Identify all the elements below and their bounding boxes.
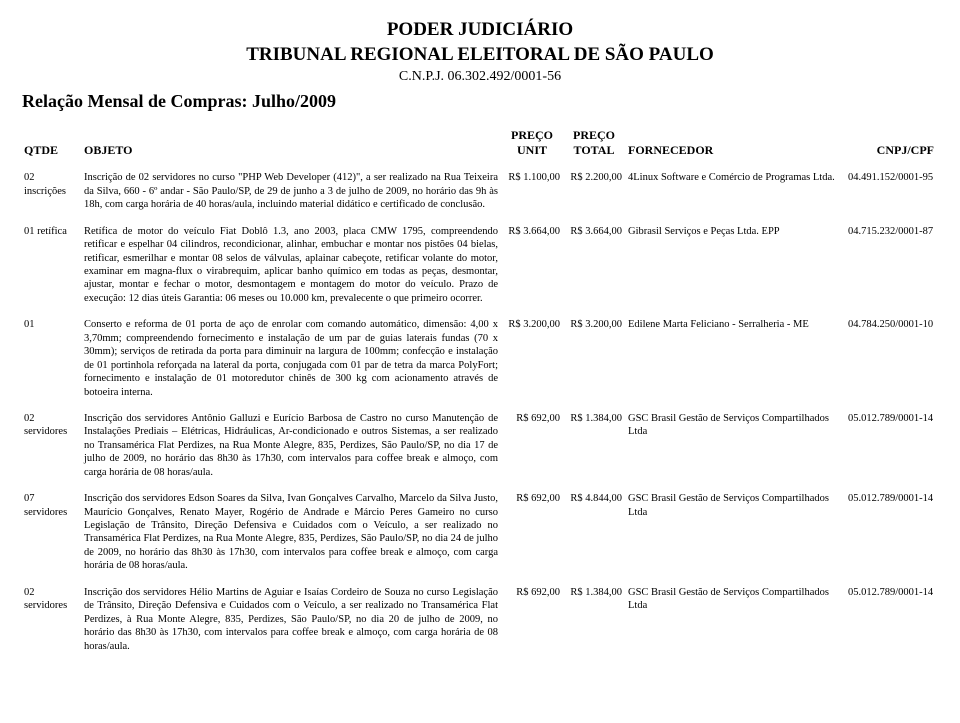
cell-total: R$ 3.200,00 (564, 315, 626, 409)
cell-unit: R$ 1.100,00 (502, 168, 564, 221)
cell-total: R$ 3.664,00 (564, 222, 626, 316)
cell-objeto: Inscrição dos servidores Antônio Galluzi… (82, 409, 502, 489)
cell-cnpj: 04.715.232/0001-87 (846, 222, 938, 316)
report-title: Relação Mensal de Compras: Julho/2009 (22, 91, 938, 112)
cell-cnpj: 05.012.789/0001-14 (846, 489, 938, 583)
header-line-2: TRIBUNAL REGIONAL ELEITORAL DE SÃO PAULO (22, 43, 938, 68)
table-body: 02 inscrições Inscrição de 02 servidores… (22, 168, 938, 663)
table-row: 01 Conserto e reforma de 01 porta de aço… (22, 315, 938, 409)
cell-cnpj: 04.491.152/0001-95 (846, 168, 938, 221)
col-header-total-line2: TOTAL (574, 143, 615, 157)
col-header-total: PREÇO TOTAL (564, 126, 626, 168)
cell-objeto: Inscrição dos servidores Edson Soares da… (82, 489, 502, 583)
cell-fornecedor: 4Linux Software e Comércio de Programas … (626, 168, 846, 221)
table-row: 02 inscrições Inscrição de 02 servidores… (22, 168, 938, 221)
cell-fornecedor: GSC Brasil Gestão de Serviços Compartilh… (626, 489, 846, 583)
cell-objeto: Conserto e reforma de 01 porta de aço de… (82, 315, 502, 409)
cell-unit: R$ 692,00 (502, 489, 564, 583)
cell-fornecedor: Edilene Marta Feliciano - Serralheria - … (626, 315, 846, 409)
table-header-row: QTDE OBJETO PREÇO UNIT PREÇO TOTAL FORNE… (22, 126, 938, 168)
cell-qtde: 01 (22, 315, 82, 409)
cell-total: R$ 2.200,00 (564, 168, 626, 221)
table-row: 01 retífica Retífica de motor do veículo… (22, 222, 938, 316)
cell-qtde: 01 retífica (22, 222, 82, 316)
table-row: 07 servidores Inscrição dos servidores E… (22, 489, 938, 583)
cell-total: R$ 1.384,00 (564, 409, 626, 489)
cell-unit: R$ 692,00 (502, 409, 564, 489)
cell-cnpj: 04.784.250/0001-10 (846, 315, 938, 409)
cell-cnpj: 05.012.789/0001-14 (846, 409, 938, 489)
cell-qtde: 02 servidores (22, 409, 82, 489)
col-header-unit-line2: UNIT (517, 143, 547, 157)
purchases-table: QTDE OBJETO PREÇO UNIT PREÇO TOTAL FORNE… (22, 126, 938, 663)
cell-objeto: Inscrição de 02 servidores no curso "PHP… (82, 168, 502, 221)
table-row: 02 servidores Inscrição dos servidores H… (22, 583, 938, 663)
cell-qtde: 02 inscrições (22, 168, 82, 221)
col-header-unit-line1: PREÇO (511, 128, 553, 142)
page-header: PODER JUDICIÁRIO TRIBUNAL REGIONAL ELEIT… (22, 18, 938, 85)
cell-qtde: 07 servidores (22, 489, 82, 583)
col-header-objeto: OBJETO (82, 126, 502, 168)
cell-objeto: Inscrição dos servidores Hélio Martins d… (82, 583, 502, 663)
cell-fornecedor: Gibrasil Serviços e Peças Ltda. EPP (626, 222, 846, 316)
cell-unit: R$ 3.200,00 (502, 315, 564, 409)
cell-total: R$ 4.844,00 (564, 489, 626, 583)
col-header-fornecedor: FORNECEDOR (626, 126, 846, 168)
col-header-unit: PREÇO UNIT (502, 126, 564, 168)
cell-qtde: 02 servidores (22, 583, 82, 663)
col-header-cnpj: CNPJ/CPF (846, 126, 938, 168)
table-row: 02 servidores Inscrição dos servidores A… (22, 409, 938, 489)
cell-objeto: Retífica de motor do veículo Fiat Doblô … (82, 222, 502, 316)
header-cnpj: C.N.P.J. 06.302.492/0001-56 (22, 69, 938, 85)
cell-fornecedor: GSC Brasil Gestão de Serviços Compartilh… (626, 409, 846, 489)
cell-cnpj: 05.012.789/0001-14 (846, 583, 938, 663)
cell-total: R$ 1.384,00 (564, 583, 626, 663)
cell-unit: R$ 692,00 (502, 583, 564, 663)
cell-fornecedor: GSC Brasil Gestão de Serviços Compartilh… (626, 583, 846, 663)
col-header-total-line1: PREÇO (573, 128, 615, 142)
cell-unit: R$ 3.664,00 (502, 222, 564, 316)
col-header-qtde: QTDE (22, 126, 82, 168)
header-line-1: PODER JUDICIÁRIO (22, 18, 938, 43)
